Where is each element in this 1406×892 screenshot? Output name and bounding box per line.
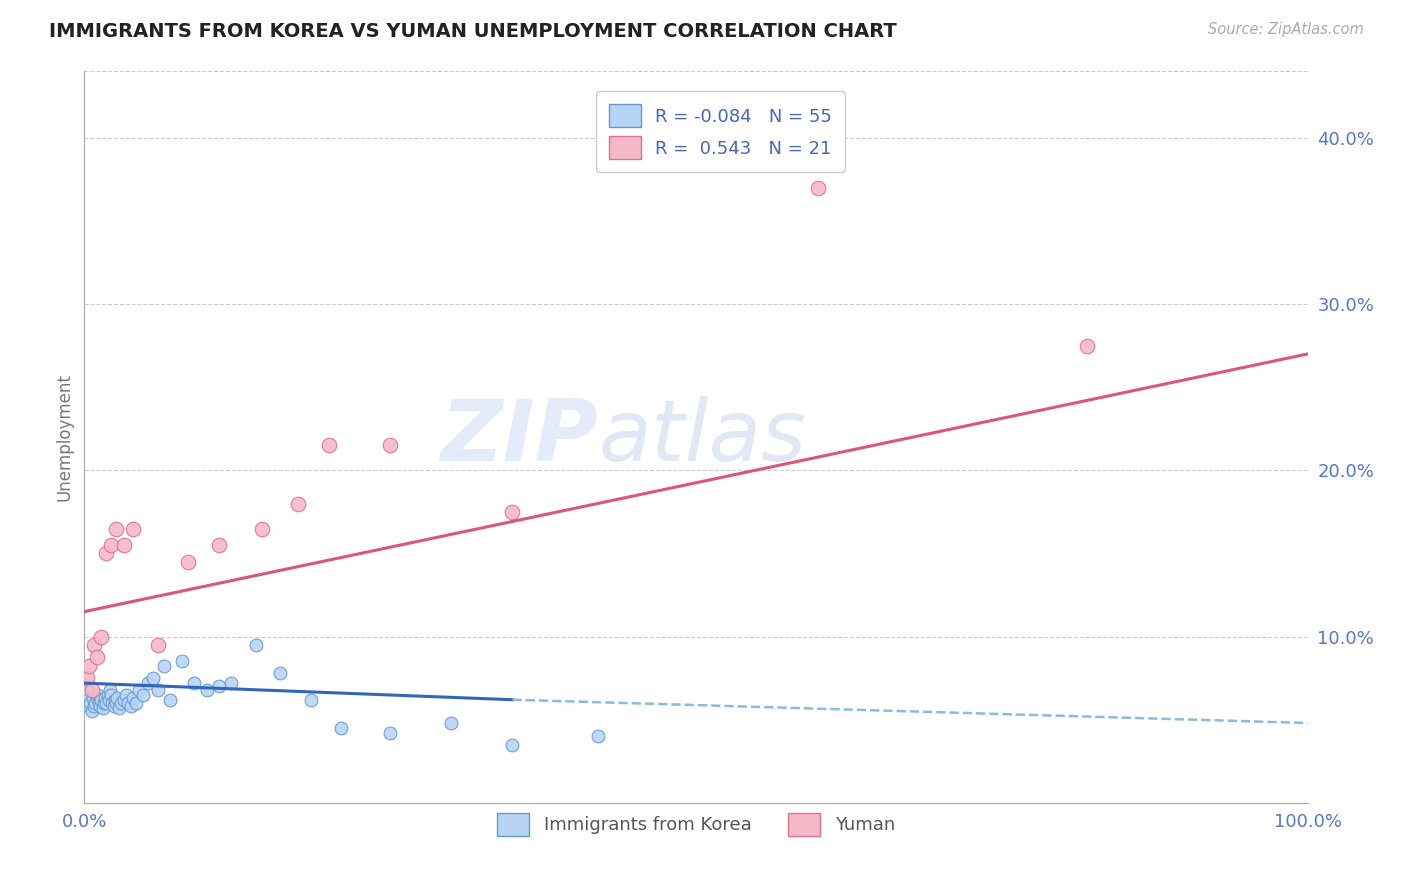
Point — [136, 676, 159, 690]
Point — [94, 691, 117, 706]
Point — [177, 555, 200, 569]
Point — [122, 691, 145, 706]
Point — [380, 726, 402, 740]
Point — [87, 688, 110, 702]
Point — [76, 671, 98, 685]
Point — [586, 729, 609, 743]
Point — [440, 716, 463, 731]
Point — [117, 696, 139, 710]
Point — [153, 659, 176, 673]
Point — [245, 638, 267, 652]
Point — [75, 688, 97, 702]
Point — [208, 538, 231, 552]
Point — [219, 676, 242, 690]
Point — [83, 638, 105, 652]
Point — [269, 666, 291, 681]
Point — [318, 438, 340, 452]
Point — [112, 692, 135, 706]
Point — [79, 696, 101, 710]
Point — [97, 692, 120, 706]
Point — [103, 699, 125, 714]
Point — [502, 505, 524, 519]
Point — [89, 699, 111, 714]
Point — [208, 680, 231, 694]
Point — [128, 682, 150, 697]
Point — [159, 692, 181, 706]
Point — [120, 699, 142, 714]
Point — [77, 659, 100, 673]
Point — [82, 691, 104, 706]
Text: Source: ZipAtlas.com: Source: ZipAtlas.com — [1208, 22, 1364, 37]
Point — [122, 521, 145, 535]
Point — [87, 696, 110, 710]
Point — [91, 701, 114, 715]
Point — [105, 521, 128, 535]
Point — [1076, 338, 1098, 352]
Point — [125, 696, 148, 710]
Point — [195, 682, 218, 697]
Point — [146, 682, 169, 697]
Point — [86, 649, 108, 664]
Point — [84, 696, 107, 710]
Y-axis label: Unemployment: Unemployment — [55, 373, 73, 501]
Point — [80, 682, 103, 697]
Point — [250, 521, 273, 535]
Text: atlas: atlas — [598, 395, 806, 479]
Point — [380, 438, 402, 452]
Point — [90, 630, 112, 644]
Point — [807, 180, 830, 194]
Point — [83, 699, 105, 714]
Point — [101, 696, 124, 710]
Point — [183, 676, 205, 690]
Point — [142, 671, 165, 685]
Point — [115, 688, 138, 702]
Point — [502, 738, 524, 752]
Text: IMMIGRANTS FROM KOREA VS YUMAN UNEMPLOYMENT CORRELATION CHART: IMMIGRANTS FROM KOREA VS YUMAN UNEMPLOYM… — [49, 22, 897, 41]
Point — [107, 701, 129, 715]
Point — [96, 546, 118, 560]
Point — [287, 497, 309, 511]
Point — [110, 696, 132, 710]
Point — [93, 696, 115, 710]
Point — [100, 538, 122, 552]
Point — [299, 692, 322, 706]
Point — [77, 692, 100, 706]
Point — [100, 688, 122, 702]
Point — [97, 688, 120, 702]
Point — [105, 691, 128, 706]
Text: ZIP: ZIP — [440, 395, 598, 479]
Point — [330, 721, 353, 735]
Point — [104, 692, 127, 706]
Point — [90, 692, 112, 706]
Point — [98, 682, 121, 697]
Point — [96, 696, 118, 710]
Legend: Immigrants from Korea, Yuman: Immigrants from Korea, Yuman — [488, 804, 904, 845]
Point — [77, 699, 100, 714]
Point — [132, 688, 155, 702]
Point — [86, 691, 108, 706]
Point — [80, 705, 103, 719]
Point — [146, 638, 169, 652]
Point — [112, 538, 135, 552]
Point — [76, 682, 98, 697]
Point — [172, 655, 194, 669]
Point — [105, 696, 128, 710]
